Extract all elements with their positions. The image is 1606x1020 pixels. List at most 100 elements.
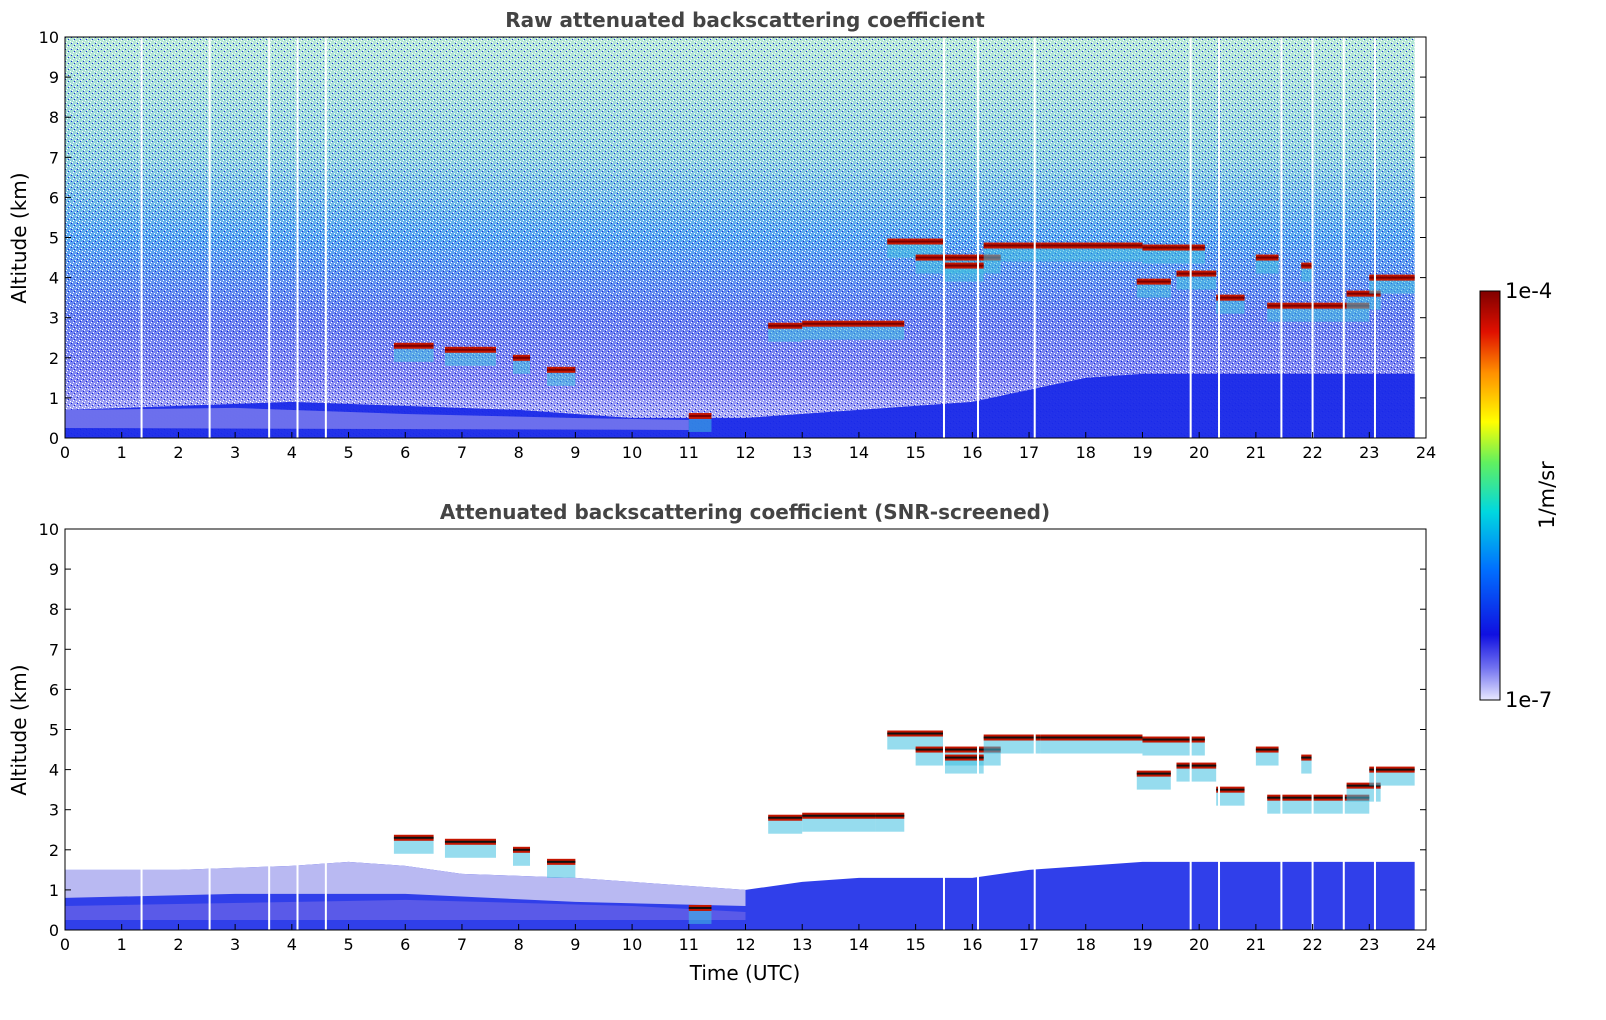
x-tick-label: 12 xyxy=(735,443,755,462)
y-tick-label: 4 xyxy=(49,761,59,780)
y-tick-label: 9 xyxy=(49,68,59,87)
cloud-fallstreak xyxy=(444,843,496,858)
y-tick-label: 6 xyxy=(49,680,59,699)
x-tick-label: 16 xyxy=(962,443,982,462)
x-tick-label: 22 xyxy=(1302,443,1322,462)
x-tick-label: 10 xyxy=(622,443,642,462)
cloud-core xyxy=(768,324,803,327)
colorbar: 1e-4 1e-7 1/m/sr xyxy=(1479,279,1559,712)
cloud-fallstreak xyxy=(1136,775,1171,790)
x-tick-label: 7 xyxy=(457,935,467,954)
cloud-core xyxy=(1142,738,1205,741)
y-tick-label: 1 xyxy=(49,389,59,408)
cloud-fallstreak xyxy=(1176,767,1217,782)
aerosol-band xyxy=(65,407,689,430)
cloud-fallstreak xyxy=(1216,299,1245,314)
x-tick-label: 23 xyxy=(1359,935,1379,954)
cloud-core xyxy=(915,748,1001,751)
colorbar-unit-label: 1/m/sr xyxy=(1535,461,1559,529)
data-gap xyxy=(1189,37,1192,438)
cloud-core xyxy=(802,814,876,817)
cloud-core xyxy=(1346,292,1381,295)
cloud-core xyxy=(444,348,496,351)
cloud-core xyxy=(1369,276,1415,279)
cloud-fallstreak xyxy=(887,243,944,258)
cloud-core xyxy=(943,264,984,267)
data-gap xyxy=(268,529,271,930)
x-tick-label: 13 xyxy=(792,443,812,462)
cloud-core xyxy=(1369,768,1415,771)
cloud-fallstreak xyxy=(768,819,803,834)
cloud-fallstreak xyxy=(1255,751,1279,766)
y-tick-label: 7 xyxy=(49,640,59,659)
x-tick-label: 20 xyxy=(1189,935,1209,954)
cloud-core xyxy=(1176,272,1217,275)
cloud-core xyxy=(1040,244,1143,247)
x-tick-label: 6 xyxy=(400,443,410,462)
x-tick-label: 17 xyxy=(1019,935,1039,954)
data-gap xyxy=(1311,529,1314,930)
cloud-core xyxy=(1301,756,1313,759)
cloud-core xyxy=(768,816,803,819)
x-tick-label: 5 xyxy=(343,443,353,462)
x-tick-label: 19 xyxy=(1132,443,1152,462)
y-tick-label: 5 xyxy=(49,229,59,248)
data-gap xyxy=(1189,529,1192,930)
data-gap xyxy=(296,37,299,438)
cloud-core xyxy=(1040,736,1143,739)
cloud-fallstreak xyxy=(1040,247,1143,262)
cloud-fallstreak xyxy=(1267,307,1370,322)
data-gap xyxy=(324,37,327,438)
cloud-fallstreak xyxy=(943,759,984,774)
data-gap xyxy=(140,529,143,930)
cloud-fallstreak xyxy=(1369,279,1415,294)
colorbar-scale xyxy=(1479,290,1501,701)
x-tick-label: 1 xyxy=(117,935,127,954)
cloud-fallstreak xyxy=(875,325,905,340)
y-tick-label: 8 xyxy=(49,600,59,619)
cloud-fallstreak xyxy=(983,739,1041,754)
y-tick-label: 4 xyxy=(49,269,59,288)
y-tick-label: 3 xyxy=(49,801,59,820)
cloud-fallstreak xyxy=(943,267,984,282)
cloud-fallstreak xyxy=(875,817,905,832)
x-tick-label: 13 xyxy=(792,935,812,954)
cloud-core xyxy=(1136,280,1171,283)
cloud-fallstreak xyxy=(1301,267,1313,282)
x-axis-label: Time (UTC) xyxy=(689,961,801,985)
cloud-fallstreak xyxy=(512,359,531,374)
x-tick-label: 14 xyxy=(849,935,869,954)
x-tick-label: 19 xyxy=(1132,935,1152,954)
cloud-fallstreak xyxy=(547,371,576,386)
cloud-fallstreak xyxy=(1136,283,1171,298)
x-tick-label: 0 xyxy=(60,443,70,462)
data-gap xyxy=(977,37,980,438)
data-gap xyxy=(1280,37,1283,438)
axes: 0 1 2 3 4 5 6 7 8 9 10 11 12 13 14 15 16 17 18 19 20 21 22 23 24… xyxy=(39,520,1437,954)
y-tick-label: 2 xyxy=(49,841,59,860)
x-tick-label: 2 xyxy=(173,443,183,462)
data-gap xyxy=(1033,529,1036,930)
cloud-fallstreak xyxy=(1176,275,1217,290)
y-tick-label: 1 xyxy=(49,881,59,900)
data-gap xyxy=(208,529,211,930)
data-gap xyxy=(140,37,143,438)
cloud-fallstreak xyxy=(887,735,944,750)
y-axis-label: Altitude (km) xyxy=(7,664,31,795)
x-tick-label: 20 xyxy=(1189,443,1209,462)
cloud-fallstreak xyxy=(1216,791,1245,806)
panel-title: Raw attenuated backscattering coefficien… xyxy=(505,8,985,32)
y-tick-label: 7 xyxy=(49,148,59,167)
cloud-fallstreak xyxy=(444,351,496,366)
y-tick-label: 9 xyxy=(49,560,59,579)
cloud-core xyxy=(1255,748,1279,751)
x-tick-label: 15 xyxy=(905,935,925,954)
cloud-fallstreak xyxy=(393,839,434,854)
y-tick-label: 0 xyxy=(49,921,59,940)
cloud-core xyxy=(688,414,712,417)
cloud-core xyxy=(688,906,712,909)
cloud-core xyxy=(943,756,984,759)
cloud-core xyxy=(512,356,531,359)
data-gap xyxy=(1033,37,1036,438)
cloud-core xyxy=(1255,256,1279,259)
